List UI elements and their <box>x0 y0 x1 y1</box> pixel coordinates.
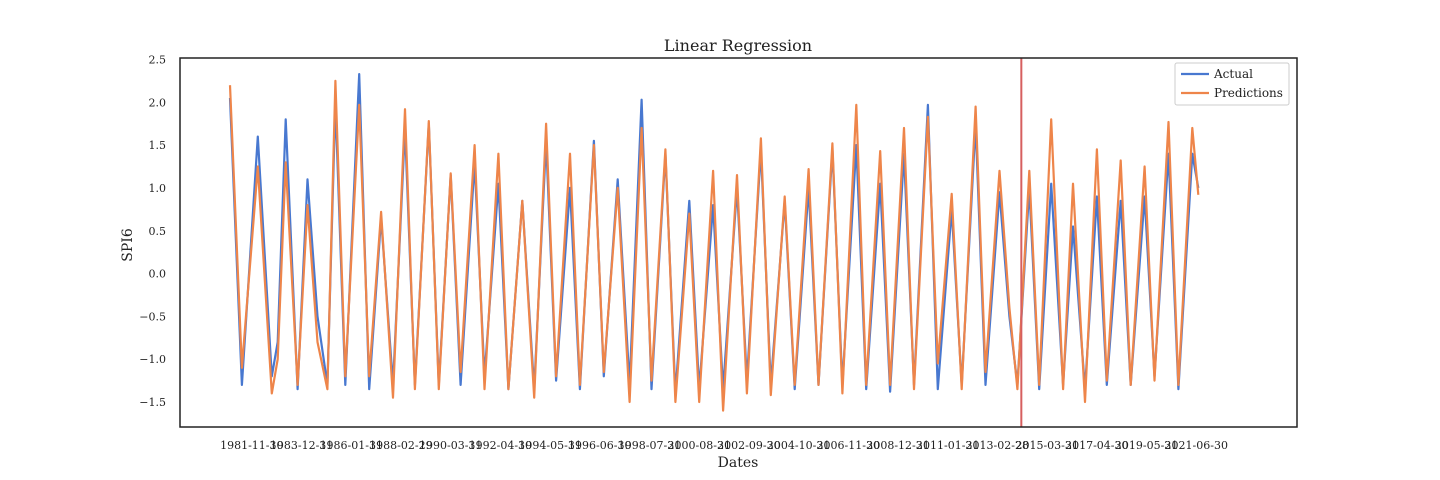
x-tick-label: 2002-09-30 <box>717 439 780 452</box>
x-tick-label: 1981-11-30 <box>220 439 283 452</box>
legend: Actual Predictions <box>1174 62 1290 106</box>
y-tick-label: −1.5 <box>139 396 166 409</box>
x-axis-ticks: 1981-11-301983-12-311986-01-311988-02-29… <box>220 439 1228 452</box>
chart-title: Linear Regression <box>664 36 812 55</box>
series-line-predictions <box>228 79 1200 412</box>
x-tick-label: 1986-01-31 <box>320 439 383 452</box>
x-tick-label: 1996-06-30 <box>568 439 631 452</box>
x-tick-label: 2015-03-31 <box>1015 439 1078 452</box>
x-tick-label: 1988-02-29 <box>369 439 432 452</box>
x-tick-label: 2008-12-31 <box>866 439 929 452</box>
plot-frame <box>179 57 1298 428</box>
y-tick-label: 0.0 <box>149 268 167 281</box>
x-tick-label: 1994-05-31 <box>518 439 581 452</box>
series-line-actual <box>228 72 1200 395</box>
x-tick-label: 1992-04-30 <box>469 439 532 452</box>
x-tick-label: 2004-10-31 <box>767 439 830 452</box>
x-tick-label: 2006-11-30 <box>817 439 880 452</box>
x-tick-label: 1990-03-31 <box>419 439 482 452</box>
y-tick-label: 1.5 <box>149 139 167 152</box>
y-axis-label: SPI6 <box>120 228 136 262</box>
x-tick-label: 2019-05-31 <box>1115 439 1178 452</box>
legend-label-actual: Actual <box>1213 67 1253 81</box>
legend-label-predictions: Predictions <box>1214 86 1283 100</box>
x-tick-label: 2011-01-31 <box>916 439 979 452</box>
plot-area <box>228 58 1200 427</box>
x-tick-label: 2021-06-30 <box>1165 439 1228 452</box>
y-tick-label: −1.0 <box>139 353 166 366</box>
y-tick-label: 0.5 <box>149 225 167 238</box>
x-tick-label: 1983-12-31 <box>270 439 333 452</box>
x-tick-label: 1998-07-31 <box>618 439 681 452</box>
y-tick-label: 2.0 <box>149 96 167 109</box>
y-tick-label: 1.0 <box>149 182 167 195</box>
x-axis-label: Dates <box>718 455 759 471</box>
y-axis-ticks: −1.5 −1.0 −0.5 0.0 0.5 1.0 1.5 2.0 2.5 <box>139 54 166 410</box>
y-tick-label: 2.5 <box>149 54 167 67</box>
x-tick-label: 2017-04-30 <box>1065 439 1128 452</box>
x-tick-label: 2013-02-28 <box>966 439 1029 452</box>
x-tick-label: 2000-08-31 <box>668 439 731 452</box>
y-tick-label: −0.5 <box>139 310 166 323</box>
